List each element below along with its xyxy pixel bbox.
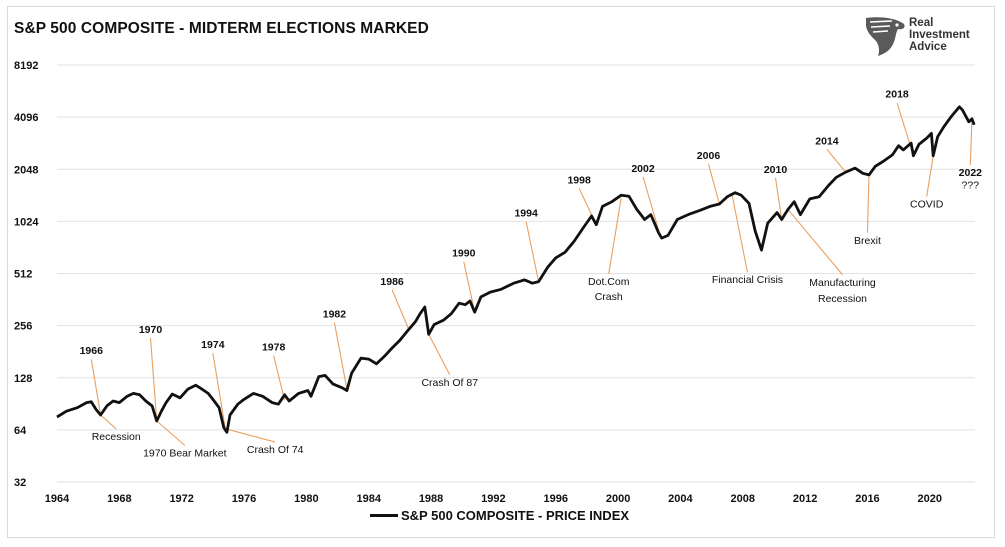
annotation-label: Recession	[92, 431, 141, 443]
annotation-label: 2022	[959, 167, 983, 179]
annotation-leader	[149, 337, 158, 422]
annotation-label: 1970	[139, 324, 163, 336]
annotation-leader	[333, 322, 348, 390]
annotation-label: Manufacturing	[809, 277, 876, 289]
annotation-leader	[428, 334, 451, 376]
eagle-head-icon	[866, 17, 905, 56]
y-tick-label: 2048	[14, 164, 38, 176]
annotation-leader	[463, 261, 476, 313]
annotation-leader	[642, 176, 661, 236]
annotation-label: 1982	[323, 309, 347, 321]
annotation-label: Brexit	[854, 235, 881, 247]
annotation-label: 1990	[452, 248, 476, 260]
annotation-label: 1998	[567, 174, 591, 186]
annotation-label: 1974	[201, 339, 225, 351]
x-tick-label: 1984	[356, 493, 381, 505]
annotation-label: 2014	[815, 135, 839, 147]
y-tick-label: 8192	[14, 60, 38, 72]
x-tick-label: 1980	[294, 493, 318, 505]
annotation-label: 1966	[80, 345, 104, 357]
x-tick-label: 2008	[731, 493, 755, 505]
grid	[57, 64, 975, 483]
x-tick-label: 2016	[855, 493, 879, 505]
x-tick-label: 2020	[918, 493, 942, 505]
annotation-label: 1978	[262, 341, 286, 353]
annotation-leader	[212, 352, 226, 429]
annotation-label: Crash	[595, 291, 623, 303]
brand-line-3: Advice	[909, 41, 947, 53]
annotation-label: 1994	[514, 208, 538, 220]
annotation-label: Crash Of 74	[247, 444, 304, 456]
annotation-leader	[787, 209, 843, 276]
brand-line-2: Investment	[909, 29, 970, 41]
annotation-leader	[731, 193, 748, 273]
brand-logo: Real Investment Advice	[862, 14, 972, 58]
x-tick-label: 1964	[45, 493, 70, 505]
annotation-leader	[608, 197, 622, 274]
y-tick-label: 512	[14, 269, 32, 281]
annotation-leader	[156, 420, 186, 446]
annotation-label: 1970 Bear Market	[143, 447, 227, 459]
brand-line-1: Real	[909, 17, 934, 29]
y-tick-label: 256	[14, 321, 32, 333]
x-tick-label: 1988	[419, 493, 443, 505]
annotation-label: 2006	[697, 150, 721, 162]
annotation-leader	[90, 359, 102, 416]
x-tick-label: 1992	[481, 493, 505, 505]
annotation-label: Crash Of 87	[421, 377, 478, 389]
annotation-leader	[926, 155, 934, 197]
annotation-label: Dot.Com	[588, 276, 630, 288]
annotation-leaders	[90, 102, 973, 446]
y-tick-label: 32	[14, 477, 26, 489]
series-line	[56, 105, 976, 434]
annotation-leader	[100, 414, 117, 430]
legend-label: S&P 500 COMPOSITE - PRICE INDEX	[401, 507, 630, 523]
x-tick-label: 1996	[544, 493, 568, 505]
y-tick-label: 128	[14, 373, 32, 385]
annotation-leader	[866, 174, 870, 233]
annotation-leader	[969, 120, 973, 166]
annotation-leader	[525, 221, 540, 282]
chart-frame	[7, 6, 995, 538]
annotation-label: Recession	[818, 293, 867, 305]
brand-name: Real Investment Advice	[909, 17, 970, 53]
annotation-label: Financial Crisis	[712, 274, 783, 286]
annotation-label: ???	[962, 179, 980, 191]
y-tick-label: 1024	[14, 216, 39, 228]
legend: S&P 500 COMPOSITE - PRICE INDEX	[370, 506, 629, 524]
annotation-label: 2018	[885, 89, 909, 101]
annotation-leader	[273, 355, 286, 401]
x-tick-label: 2004	[668, 493, 693, 505]
annotation-label: 2010	[764, 164, 788, 176]
x-tick-label: 2012	[793, 493, 817, 505]
annotation-label: COVID	[910, 199, 944, 211]
axes: 32 64 128 256 512 1024 2048 4096 8192 1964 1968 197…	[14, 60, 942, 505]
annotation-leader	[707, 163, 720, 205]
annotation-leader	[826, 149, 847, 173]
y-tick-label: 4096	[14, 112, 38, 124]
annotation-leader	[391, 289, 410, 331]
annotation-leader	[225, 428, 276, 443]
x-tick-label: 2000	[606, 493, 630, 505]
x-tick-label: 1968	[107, 493, 131, 505]
annotations: 1966 Recession 1970 1970 Bear Market 1974 Cra…	[80, 89, 983, 460]
series	[56, 105, 976, 434]
x-tick-label: 1972	[169, 493, 193, 505]
annotation-label: 2002	[631, 163, 655, 175]
annotation-label: 1986	[380, 276, 404, 288]
annotation-leader	[774, 177, 783, 220]
x-tick-label: 1976	[232, 493, 256, 505]
chart-title: S&P 500 COMPOSITE - MIDTERM ELECTIONS MA…	[14, 20, 429, 37]
legend-swatch	[370, 513, 398, 517]
y-tick-label: 64	[14, 425, 27, 437]
